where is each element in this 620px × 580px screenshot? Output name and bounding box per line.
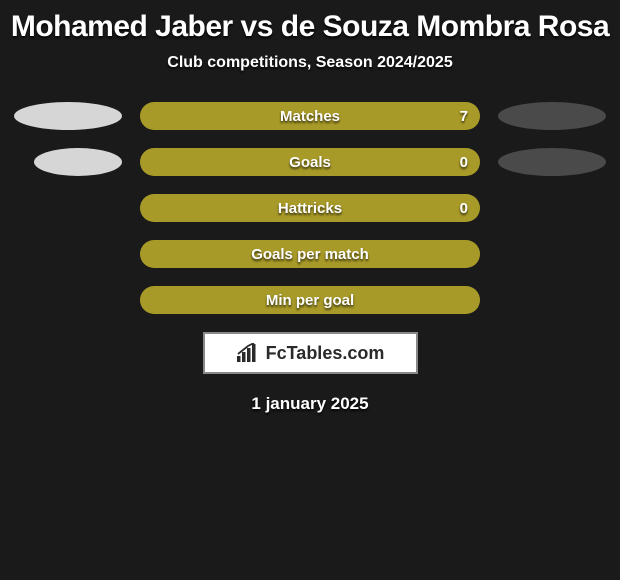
stat-value: 7 bbox=[460, 102, 468, 130]
left-marker bbox=[34, 148, 122, 176]
logo-text: FcTables.com bbox=[266, 343, 385, 364]
right-marker bbox=[498, 102, 606, 130]
stat-value: 0 bbox=[460, 148, 468, 176]
stat-row: Matches7 bbox=[8, 102, 612, 130]
chart-icon bbox=[236, 343, 260, 363]
logo-box: FcTables.com bbox=[203, 332, 418, 374]
stat-bar: Goals0 bbox=[140, 148, 480, 176]
stat-bar: Hattricks0 bbox=[140, 194, 480, 222]
stat-bar: Matches7 bbox=[140, 102, 480, 130]
stat-row: Goals per match bbox=[8, 240, 612, 268]
stat-label: Min per goal bbox=[140, 286, 480, 314]
stat-value: 0 bbox=[460, 194, 468, 222]
stat-row: Goals0 bbox=[8, 148, 612, 176]
stats-container: Matches7Goals0Hattricks0Goals per matchM… bbox=[0, 102, 620, 314]
stat-row: Hattricks0 bbox=[8, 194, 612, 222]
left-marker bbox=[14, 102, 122, 130]
right-marker bbox=[498, 148, 606, 176]
stat-row: Min per goal bbox=[8, 286, 612, 314]
page-subtitle: Club competitions, Season 2024/2025 bbox=[0, 48, 620, 102]
page-title: Mohamed Jaber vs de Souza Mombra Rosa bbox=[0, 0, 620, 48]
footer-date: 1 january 2025 bbox=[0, 394, 620, 414]
stat-bar: Goals per match bbox=[140, 240, 480, 268]
stat-label: Goals bbox=[140, 148, 480, 176]
stat-label: Matches bbox=[140, 102, 480, 130]
stat-label: Hattricks bbox=[140, 194, 480, 222]
stat-bar: Min per goal bbox=[140, 286, 480, 314]
stat-label: Goals per match bbox=[140, 240, 480, 268]
